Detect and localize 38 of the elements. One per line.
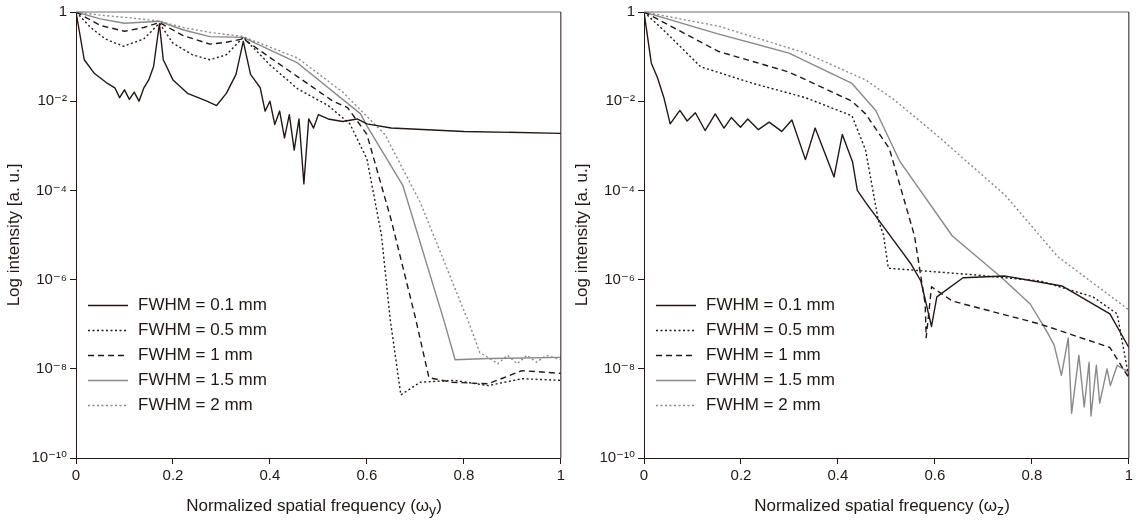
legend-label: FWHM = 0.5 mm	[706, 320, 835, 340]
y-tick-label: 10⁻²	[37, 91, 68, 109]
y-tick-label: 10⁻⁶	[604, 269, 636, 287]
legend-label: FWHM = 1 mm	[706, 345, 821, 365]
y-tick-label: 10⁻⁴	[35, 180, 68, 198]
y-tick-label: 10⁻⁸	[36, 358, 68, 376]
x-tick-label: 0.8	[453, 466, 475, 484]
x-tick-label: 0	[71, 466, 81, 484]
y-tick-label: 10⁻¹⁰	[599, 448, 636, 466]
legend-label: FWHM = 0.5 mm	[138, 320, 267, 340]
x-tick-label: 0.4	[827, 466, 849, 484]
y-tick-label: 1	[58, 2, 68, 20]
x-tick-label: 0.6	[924, 466, 946, 484]
y-tick-label: 10⁻¹⁰	[31, 448, 68, 466]
x-tick-label: 1	[1124, 466, 1133, 484]
legend-label: FWHM = 2 mm	[138, 395, 253, 415]
x-tick-label: 0	[639, 466, 649, 484]
x-tick-label: 0.8	[1021, 466, 1043, 484]
y-tick-label: 10⁻⁴	[603, 180, 636, 198]
y-tick-label: 10⁻²	[605, 91, 636, 109]
x-tick-label: 0.2	[162, 466, 184, 484]
x-tick-label: 0.2	[730, 466, 752, 484]
x-tick-label: 1	[556, 466, 565, 484]
legend-label: FWHM = 0.1 mm	[138, 295, 267, 315]
y-axis-title: Log intensity [a. u.]	[571, 163, 591, 307]
legend-label: FWHM = 0.1 mm	[706, 295, 835, 315]
y-axis-title: Log intensity [a. u.]	[3, 163, 23, 307]
x-axis-title: Normalized spatial frequency (ω$_{z}$)	[753, 496, 1011, 519]
x-tick-label: 0.6	[356, 466, 378, 484]
legend-label: FWHM = 1 mm	[138, 345, 253, 365]
y-tick-label: 10⁻⁶	[36, 269, 68, 287]
legend-label: FWHM = 2 mm	[706, 395, 821, 415]
y-tick-label: 10⁻⁸	[604, 358, 636, 376]
y-tick-label: 1	[626, 2, 636, 20]
legend-label: FWHM = 1.5 mm	[138, 370, 267, 390]
legend-label: FWHM = 1.5 mm	[706, 370, 835, 390]
x-tick-label: 0.4	[259, 466, 281, 484]
x-axis-title: Normalized spatial frequency (ω$_{y}$)	[185, 496, 443, 519]
